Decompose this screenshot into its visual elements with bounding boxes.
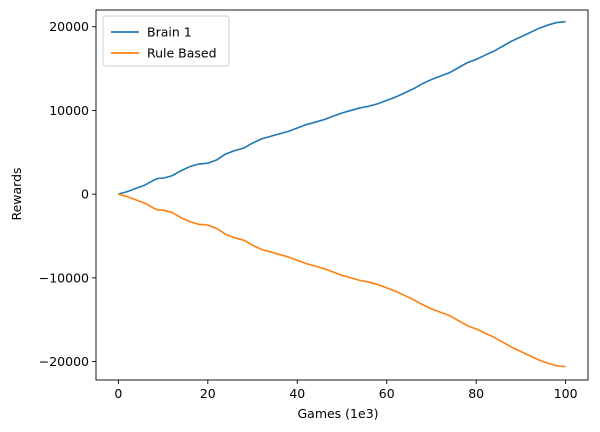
plot-area (95, 9, 589, 381)
x-tick-label: 80 (468, 386, 484, 401)
y-tick-label: −20000 (39, 354, 89, 369)
y-tick-label: −10000 (39, 270, 89, 285)
series-layer (118, 20, 566, 368)
y-tick-label: 10000 (49, 103, 89, 118)
plot-frame (95, 9, 589, 381)
x-tick-label: 40 (289, 386, 305, 401)
legend-label: Rule Based (147, 46, 217, 61)
x-tick-label: 60 (379, 386, 395, 401)
legend-label: Brain 1 (147, 25, 192, 40)
series-line-rule-based (118, 193, 566, 368)
series-line-brain-1 (118, 20, 566, 195)
y-axis-label: Rewards (9, 167, 24, 220)
x-axis-label: Games (1e3) (297, 406, 378, 421)
x-tick-label: 100 (554, 386, 578, 401)
y-tick-label: 20000 (49, 19, 89, 34)
x-tick-label: 20 (200, 386, 216, 401)
axes-layer: 0 20 40 60 80 100 −20000 −10000 0 10000 20000 (39, 19, 578, 401)
y-tick-label: 0 (81, 187, 89, 202)
legend: Brain 1 Rule Based (102, 15, 230, 67)
x-tick-label: 0 (114, 386, 122, 401)
